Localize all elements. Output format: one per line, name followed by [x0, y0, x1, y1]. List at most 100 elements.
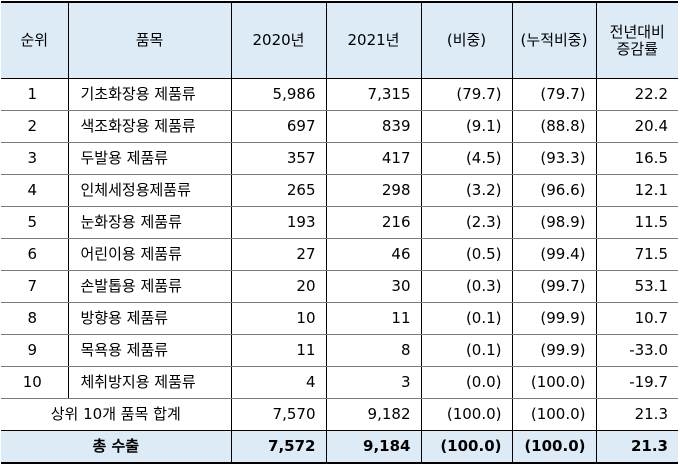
col-item-header: 품목 [68, 1, 232, 79]
cell-y2021: 46 [326, 238, 422, 271]
cell-y2021: 3 [326, 366, 422, 399]
cell-y2021: 8 [326, 334, 422, 367]
cell-share: (4.5) [421, 142, 513, 175]
cell-share: (0.5) [421, 238, 513, 271]
cell-cum: (96.6) [512, 174, 597, 207]
table-row: 7 손발톱용 제품류 20 30 (0.3) (99.7) 53.1 [1, 270, 678, 303]
cell-y2020: 4 [231, 366, 327, 399]
table-row: 9 목욕용 제품류 11 8 (0.1) (99.9) -33.0 [1, 334, 678, 367]
cell-rank: 5 [1, 206, 69, 239]
cell-y2020: 11 [231, 334, 327, 367]
col-cumulative-header: (누적비중) [512, 1, 597, 79]
cell-rank: 1 [1, 78, 69, 111]
cell-cum: (98.9) [512, 206, 597, 239]
cell-rank: 4 [1, 174, 69, 207]
cell-rank: 8 [1, 302, 69, 335]
cell-share: (9.1) [421, 110, 513, 143]
cell-share: (2.3) [421, 206, 513, 239]
col-share-header: (비중) [421, 1, 513, 79]
subtotal-2020: 7,570 [231, 398, 327, 431]
cell-growth: 71.5 [596, 238, 678, 271]
cell-rank: 2 [1, 110, 69, 143]
cell-item: 목욕용 제품류 [68, 334, 232, 367]
cell-growth: 10.7 [596, 302, 678, 335]
cell-share: (0.1) [421, 302, 513, 335]
cell-share: (0.0) [421, 366, 513, 399]
cell-y2021: 417 [326, 142, 422, 175]
cell-share: (0.1) [421, 334, 513, 367]
cell-growth: 22.2 [596, 78, 678, 111]
cell-item: 방향용 제품류 [68, 302, 232, 335]
cell-item: 어린이용 제품류 [68, 238, 232, 271]
cell-growth: 12.1 [596, 174, 678, 207]
col-rank-header: 순위 [1, 1, 69, 79]
subtotal-2021: 9,182 [326, 398, 422, 431]
cell-growth: 20.4 [596, 110, 678, 143]
col-2020-header: 2020년 [231, 1, 327, 79]
subtotal-label: 상위 10개 품목 합계 [1, 398, 232, 431]
cell-growth: 11.5 [596, 206, 678, 239]
cell-cum: (99.4) [512, 238, 597, 271]
cell-rank: 6 [1, 238, 69, 271]
cell-cum: (88.8) [512, 110, 597, 143]
cell-y2021: 216 [326, 206, 422, 239]
cell-growth: 53.1 [596, 270, 678, 303]
growth-header-line1: 전년대비 [609, 23, 665, 41]
table-row: 10 체취방지용 제품류 4 3 (0.0) (100.0) -19.7 [1, 366, 678, 399]
growth-header-line2: 증감률 [616, 39, 658, 58]
cell-y2021: 11 [326, 302, 422, 335]
cell-growth: -19.7 [596, 366, 678, 399]
cell-cum: (99.9) [512, 302, 597, 335]
header-row: 순위 품목 2020년 2021년 (비중) (누적비중) 전년대비 증감률 [1, 1, 678, 79]
table-row: 8 방향용 제품류 10 11 (0.1) (99.9) 10.7 [1, 302, 678, 335]
cell-item: 색조화장용 제품류 [68, 110, 232, 143]
table-row: 3 두발용 제품류 357 417 (4.5) (93.3) 16.5 [1, 142, 678, 175]
subtotal-growth: 21.3 [596, 398, 678, 431]
cell-y2020: 697 [231, 110, 327, 143]
cell-item: 체취방지용 제품류 [68, 366, 232, 399]
col-growth-header: 전년대비 증감률 [596, 1, 678, 79]
cell-item: 두발용 제품류 [68, 142, 232, 175]
cell-cum: (79.7) [512, 78, 597, 111]
cell-y2021: 30 [326, 270, 422, 303]
cell-y2020: 265 [231, 174, 327, 207]
cell-y2020: 193 [231, 206, 327, 239]
cell-y2020: 20 [231, 270, 327, 303]
table-row: 5 눈화장용 제품류 193 216 (2.3) (98.9) 11.5 [1, 206, 678, 239]
cell-rank: 3 [1, 142, 69, 175]
cell-rank: 7 [1, 270, 69, 303]
cell-y2021: 839 [326, 110, 422, 143]
subtotal-row: 상위 10개 품목 합계 7,570 9,182 (100.0) (100.0) 21.3 [1, 398, 678, 431]
table-row: 4 인체세정용제품류 265 298 (3.2) (96.6) 12.1 [1, 174, 678, 207]
cell-y2020: 27 [231, 238, 327, 271]
cell-growth: 16.5 [596, 142, 678, 175]
cell-share: (3.2) [421, 174, 513, 207]
cell-y2021: 298 [326, 174, 422, 207]
cell-cum: (100.0) [512, 366, 597, 399]
table-row: 6 어린이용 제품류 27 46 (0.5) (99.4) 71.5 [1, 238, 678, 271]
cell-cum: (93.3) [512, 142, 597, 175]
cell-share: (0.3) [421, 270, 513, 303]
cell-y2020: 10 [231, 302, 327, 335]
table-row: 1 기초화장용 제품류 5,986 7,315 (79.7) (79.7) 22.2 [1, 78, 678, 111]
cell-cum: (99.9) [512, 334, 597, 367]
cell-cum: (99.7) [512, 270, 597, 303]
cell-item: 기초화장용 제품류 [68, 78, 232, 111]
cell-y2020: 357 [231, 142, 327, 175]
cell-share: (79.7) [421, 78, 513, 111]
cell-growth: -33.0 [596, 334, 678, 367]
subtotal-cumulative: (100.0) [512, 398, 597, 431]
table-row: 2 색조화장용 제품류 697 839 (9.1) (88.8) 20.4 [1, 110, 678, 143]
cell-item: 인체세정용제품류 [68, 174, 232, 207]
table-body: 1 기초화장용 제품류 5,986 7,315 (79.7) (79.7) 22.2 2 색조화… [1, 78, 678, 431]
cell-item: 눈화장용 제품류 [68, 206, 232, 239]
subtotal-share: (100.0) [421, 398, 513, 431]
cell-rank: 10 [1, 366, 69, 399]
cell-y2021: 7,315 [326, 78, 422, 111]
col-2021-header: 2021년 [326, 1, 422, 79]
cell-y2020: 5,986 [231, 78, 327, 111]
cell-item: 손발톱용 제품류 [68, 270, 232, 303]
cell-rank: 9 [1, 334, 69, 367]
